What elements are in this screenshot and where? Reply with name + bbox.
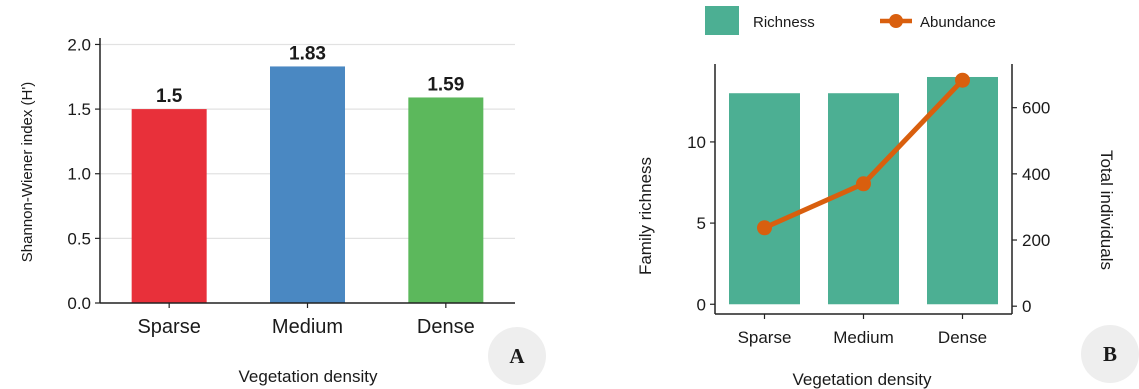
- panel-b-abundance-line: [757, 72, 970, 236]
- panel-b-x-tick-label: Medium: [833, 328, 893, 347]
- panel-a-y-ticks: 0.0 0.5 1.0 1.5 2.0: [67, 35, 100, 313]
- legend-richness-swatch: [705, 6, 739, 35]
- panel-a-x-tick-label: Medium: [272, 316, 343, 338]
- panel-a-label-badge: [488, 327, 546, 385]
- panel-a-y-axis-title: Shannon-Wiener index (H'): [19, 82, 36, 262]
- panel-b-left-y-tick-label: 10: [687, 133, 706, 152]
- panel-b-right-y-tick-label: 200: [1022, 231, 1050, 250]
- panel-b-richness-bar: [729, 93, 800, 305]
- panel-a-y-tick-label: 0.5: [67, 229, 91, 248]
- panel-a-x-ticks: Sparse Medium Dense: [137, 303, 475, 338]
- panel-b-x-tick-label: Sparse: [738, 328, 792, 347]
- panel-a-x-tick-label: Sparse: [137, 316, 200, 338]
- panel-a-y-tick-label: 1.0: [67, 165, 91, 184]
- panel-b-label: B: [1103, 342, 1117, 366]
- panel-b-right-y-tick-label: 600: [1022, 99, 1050, 118]
- panel-b-richness-abundance-chart: Richness Abundance 0 5 10 0 200 400 600 Spars…: [636, 6, 1139, 389]
- panel-b-abundance-point: [757, 220, 772, 236]
- panel-a-data-label: 1.5: [156, 86, 183, 107]
- panel-b-right-y-axis-title: Total individuals: [1097, 150, 1116, 270]
- panel-a-y-tick-label: 2.0: [67, 35, 91, 54]
- panel-a-bar: [408, 97, 484, 304]
- panel-b-left-y-ticks: 0 5 10: [687, 133, 715, 314]
- panel-b-right-y-tick-label: 400: [1022, 165, 1050, 184]
- panel-a-label: A: [509, 344, 525, 368]
- panel-b-richness-bar: [927, 76, 998, 305]
- panel-b-x-tick-label: Dense: [938, 328, 987, 347]
- panel-b-label-badge: [1081, 325, 1139, 383]
- panel-a-shannon-chart: 1.5 1.83 1.59 0.0 0.5 1.0 1.5 2.0 Sparse Medium…: [19, 35, 546, 386]
- panel-b-richness-bars: [729, 76, 998, 305]
- panel-b-left-y-tick-label: 5: [697, 214, 706, 233]
- panel-a-x-tick-label: Dense: [417, 316, 475, 338]
- panel-b-richness-bar: [828, 93, 899, 305]
- panel-a-x-axis-title: Vegetation density: [239, 367, 378, 386]
- panel-a-data-labels: 1.5 1.83 1.59: [156, 43, 464, 107]
- legend-abundance-label: Abundance: [920, 14, 996, 31]
- panel-a-y-tick-label: 0.0: [67, 294, 91, 313]
- panel-b-right-y-tick-label: 0: [1022, 297, 1031, 316]
- panel-b-abundance-point: [955, 72, 970, 88]
- panel-b-left-y-axis-title: Family richness: [636, 157, 655, 275]
- panel-b-right-y-ticks: 0 200 400 600: [1012, 99, 1050, 316]
- panel-b-left-y-tick-label: 0: [697, 295, 706, 314]
- panel-a-y-tick-label: 1.5: [67, 100, 91, 119]
- panel-a-bars: [131, 66, 484, 304]
- panel-a-bar: [131, 109, 207, 303]
- panel-b-abundance-point: [856, 176, 871, 192]
- panel-a-data-label: 1.59: [427, 74, 464, 95]
- panel-b-x-ticks: Sparse Medium Dense: [738, 314, 987, 347]
- panel-b-x-axis-title: Vegetation density: [793, 370, 932, 389]
- panel-a-bar: [270, 66, 345, 303]
- legend-richness-label: Richness: [753, 14, 815, 31]
- legend: Richness Abundance: [705, 6, 996, 35]
- panel-a-data-label: 1.83: [289, 43, 326, 64]
- legend-abundance-marker: [889, 14, 903, 28]
